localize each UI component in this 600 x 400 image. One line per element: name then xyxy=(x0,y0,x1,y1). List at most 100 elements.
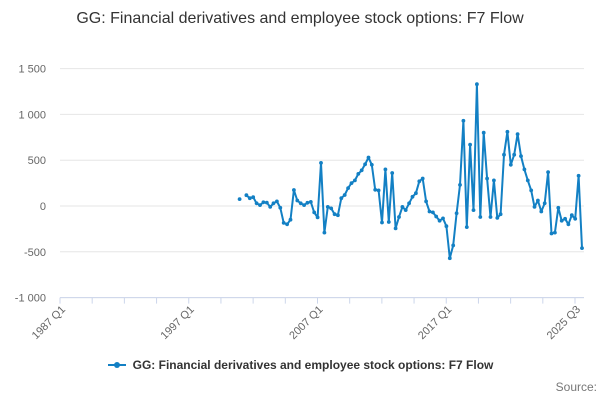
data-point-marker[interactable] xyxy=(369,162,374,167)
data-point-marker[interactable] xyxy=(339,196,344,201)
data-point-marker[interactable] xyxy=(366,155,371,160)
data-point-marker[interactable] xyxy=(508,162,513,167)
data-point-marker[interactable] xyxy=(312,210,317,215)
data-point-marker[interactable] xyxy=(488,215,493,219)
data-point-marker[interactable] xyxy=(322,230,327,235)
data-point-marker[interactable] xyxy=(363,162,367,167)
data-point-marker[interactable] xyxy=(478,215,483,219)
data-point-marker[interactable] xyxy=(247,196,252,201)
data-point-marker[interactable] xyxy=(420,176,425,181)
data-point-marker[interactable] xyxy=(319,161,323,165)
data-point-marker[interactable] xyxy=(454,211,459,216)
data-point-marker[interactable] xyxy=(512,152,517,157)
data-point-marker[interactable] xyxy=(336,213,340,218)
data-point-marker[interactable] xyxy=(298,201,303,206)
data-point-marker[interactable] xyxy=(329,206,334,211)
data-point-marker[interactable] xyxy=(556,205,561,210)
data-point-marker[interactable] xyxy=(386,220,391,224)
data-point-marker[interactable] xyxy=(451,243,456,248)
data-point-marker[interactable] xyxy=(536,198,540,203)
data-point-marker[interactable] xyxy=(356,172,361,176)
series-line[interactable] xyxy=(245,83,583,260)
data-point-marker[interactable] xyxy=(461,118,466,123)
data-point-marker[interactable] xyxy=(437,218,442,223)
data-point-marker[interactable] xyxy=(393,226,398,231)
data-point-marker[interactable] xyxy=(522,167,527,172)
data-point-marker[interactable] xyxy=(434,214,439,219)
data-point-marker[interactable] xyxy=(285,222,289,227)
data-point-marker[interactable] xyxy=(376,188,381,193)
data-point-marker[interactable] xyxy=(553,230,557,235)
data-point-marker[interactable] xyxy=(458,183,462,187)
data-point-marker[interactable] xyxy=(251,195,256,200)
data-point-marker[interactable] xyxy=(261,200,266,205)
data-point-marker[interactable] xyxy=(573,216,578,221)
data-point-marker[interactable] xyxy=(295,198,300,203)
data-point-marker[interactable] xyxy=(495,216,500,220)
data-point-marker[interactable] xyxy=(278,205,283,210)
data-point-marker[interactable] xyxy=(308,200,313,204)
data-point-marker[interactable] xyxy=(315,215,320,220)
data-point-marker[interactable] xyxy=(546,170,550,175)
data-point-marker[interactable] xyxy=(515,132,520,137)
legend-item[interactable]: GG: Financial derivatives and employee s… xyxy=(0,358,600,372)
data-point-marker[interactable] xyxy=(302,203,306,208)
data-point-marker[interactable] xyxy=(485,176,489,181)
data-point-marker[interactable] xyxy=(447,256,452,261)
data-point-marker[interactable] xyxy=(346,186,350,191)
data-point-marker[interactable] xyxy=(258,203,262,208)
data-point-marker[interactable] xyxy=(305,200,310,205)
data-point-marker[interactable] xyxy=(427,209,432,214)
data-point-marker[interactable] xyxy=(525,178,530,183)
data-point-marker[interactable] xyxy=(353,178,357,183)
data-point-marker[interactable] xyxy=(332,212,337,217)
data-point-marker[interactable] xyxy=(410,194,415,199)
data-point-marker[interactable] xyxy=(244,193,249,198)
data-point-marker[interactable] xyxy=(539,209,544,214)
data-point-marker[interactable] xyxy=(580,246,584,251)
data-point-marker[interactable] xyxy=(275,199,279,204)
data-point-marker[interactable] xyxy=(576,173,581,178)
data-point-marker[interactable] xyxy=(254,201,259,206)
data-point-marker[interactable] xyxy=(475,82,479,87)
data-point-marker[interactable] xyxy=(559,218,564,223)
data-point-marker[interactable] xyxy=(271,201,276,206)
data-point-marker[interactable] xyxy=(444,224,449,229)
data-point-marker[interactable] xyxy=(563,216,567,221)
data-point-marker[interactable] xyxy=(400,205,405,209)
data-point-marker[interactable] xyxy=(468,142,472,147)
data-point-marker[interactable] xyxy=(549,231,554,236)
data-point-marker[interactable] xyxy=(431,210,435,215)
data-point-marker[interactable] xyxy=(481,130,486,135)
data-point-marker[interactable] xyxy=(519,154,523,159)
data-point-marker[interactable] xyxy=(281,221,286,225)
data-point-marker[interactable] xyxy=(397,215,401,219)
data-point-marker[interactable] xyxy=(542,201,547,206)
data-point-marker[interactable] xyxy=(532,205,537,209)
data-point-marker[interactable] xyxy=(268,205,273,209)
data-point-marker[interactable] xyxy=(569,213,574,218)
data-point-marker[interactable] xyxy=(471,208,476,213)
data-point-marker[interactable] xyxy=(417,179,422,184)
data-point-marker[interactable] xyxy=(380,220,384,225)
data-point-marker[interactable] xyxy=(529,188,534,193)
data-point-marker[interactable] xyxy=(342,193,347,197)
data-point-marker[interactable] xyxy=(407,201,411,206)
data-point-marker[interactable] xyxy=(292,188,296,192)
data-point-marker[interactable] xyxy=(325,205,330,209)
data-point-marker[interactable] xyxy=(390,171,395,175)
data-point-marker[interactable] xyxy=(414,191,418,196)
data-point-marker[interactable] xyxy=(359,168,364,173)
data-point-marker[interactable] xyxy=(403,208,408,213)
data-point-marker[interactable] xyxy=(498,212,503,217)
data-point-marker[interactable] xyxy=(237,197,242,202)
data-point-marker[interactable] xyxy=(566,222,571,227)
data-point-marker[interactable] xyxy=(424,199,428,204)
data-point-marker[interactable] xyxy=(288,217,293,222)
data-point-marker[interactable] xyxy=(464,225,469,230)
data-point-marker[interactable] xyxy=(373,187,378,192)
data-point-marker[interactable] xyxy=(492,178,496,183)
data-point-marker[interactable] xyxy=(441,216,445,221)
data-point-marker[interactable] xyxy=(383,167,388,172)
